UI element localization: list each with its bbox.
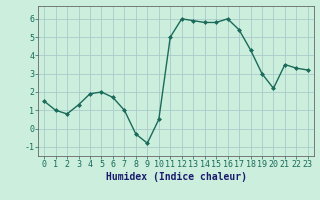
- X-axis label: Humidex (Indice chaleur): Humidex (Indice chaleur): [106, 172, 246, 182]
